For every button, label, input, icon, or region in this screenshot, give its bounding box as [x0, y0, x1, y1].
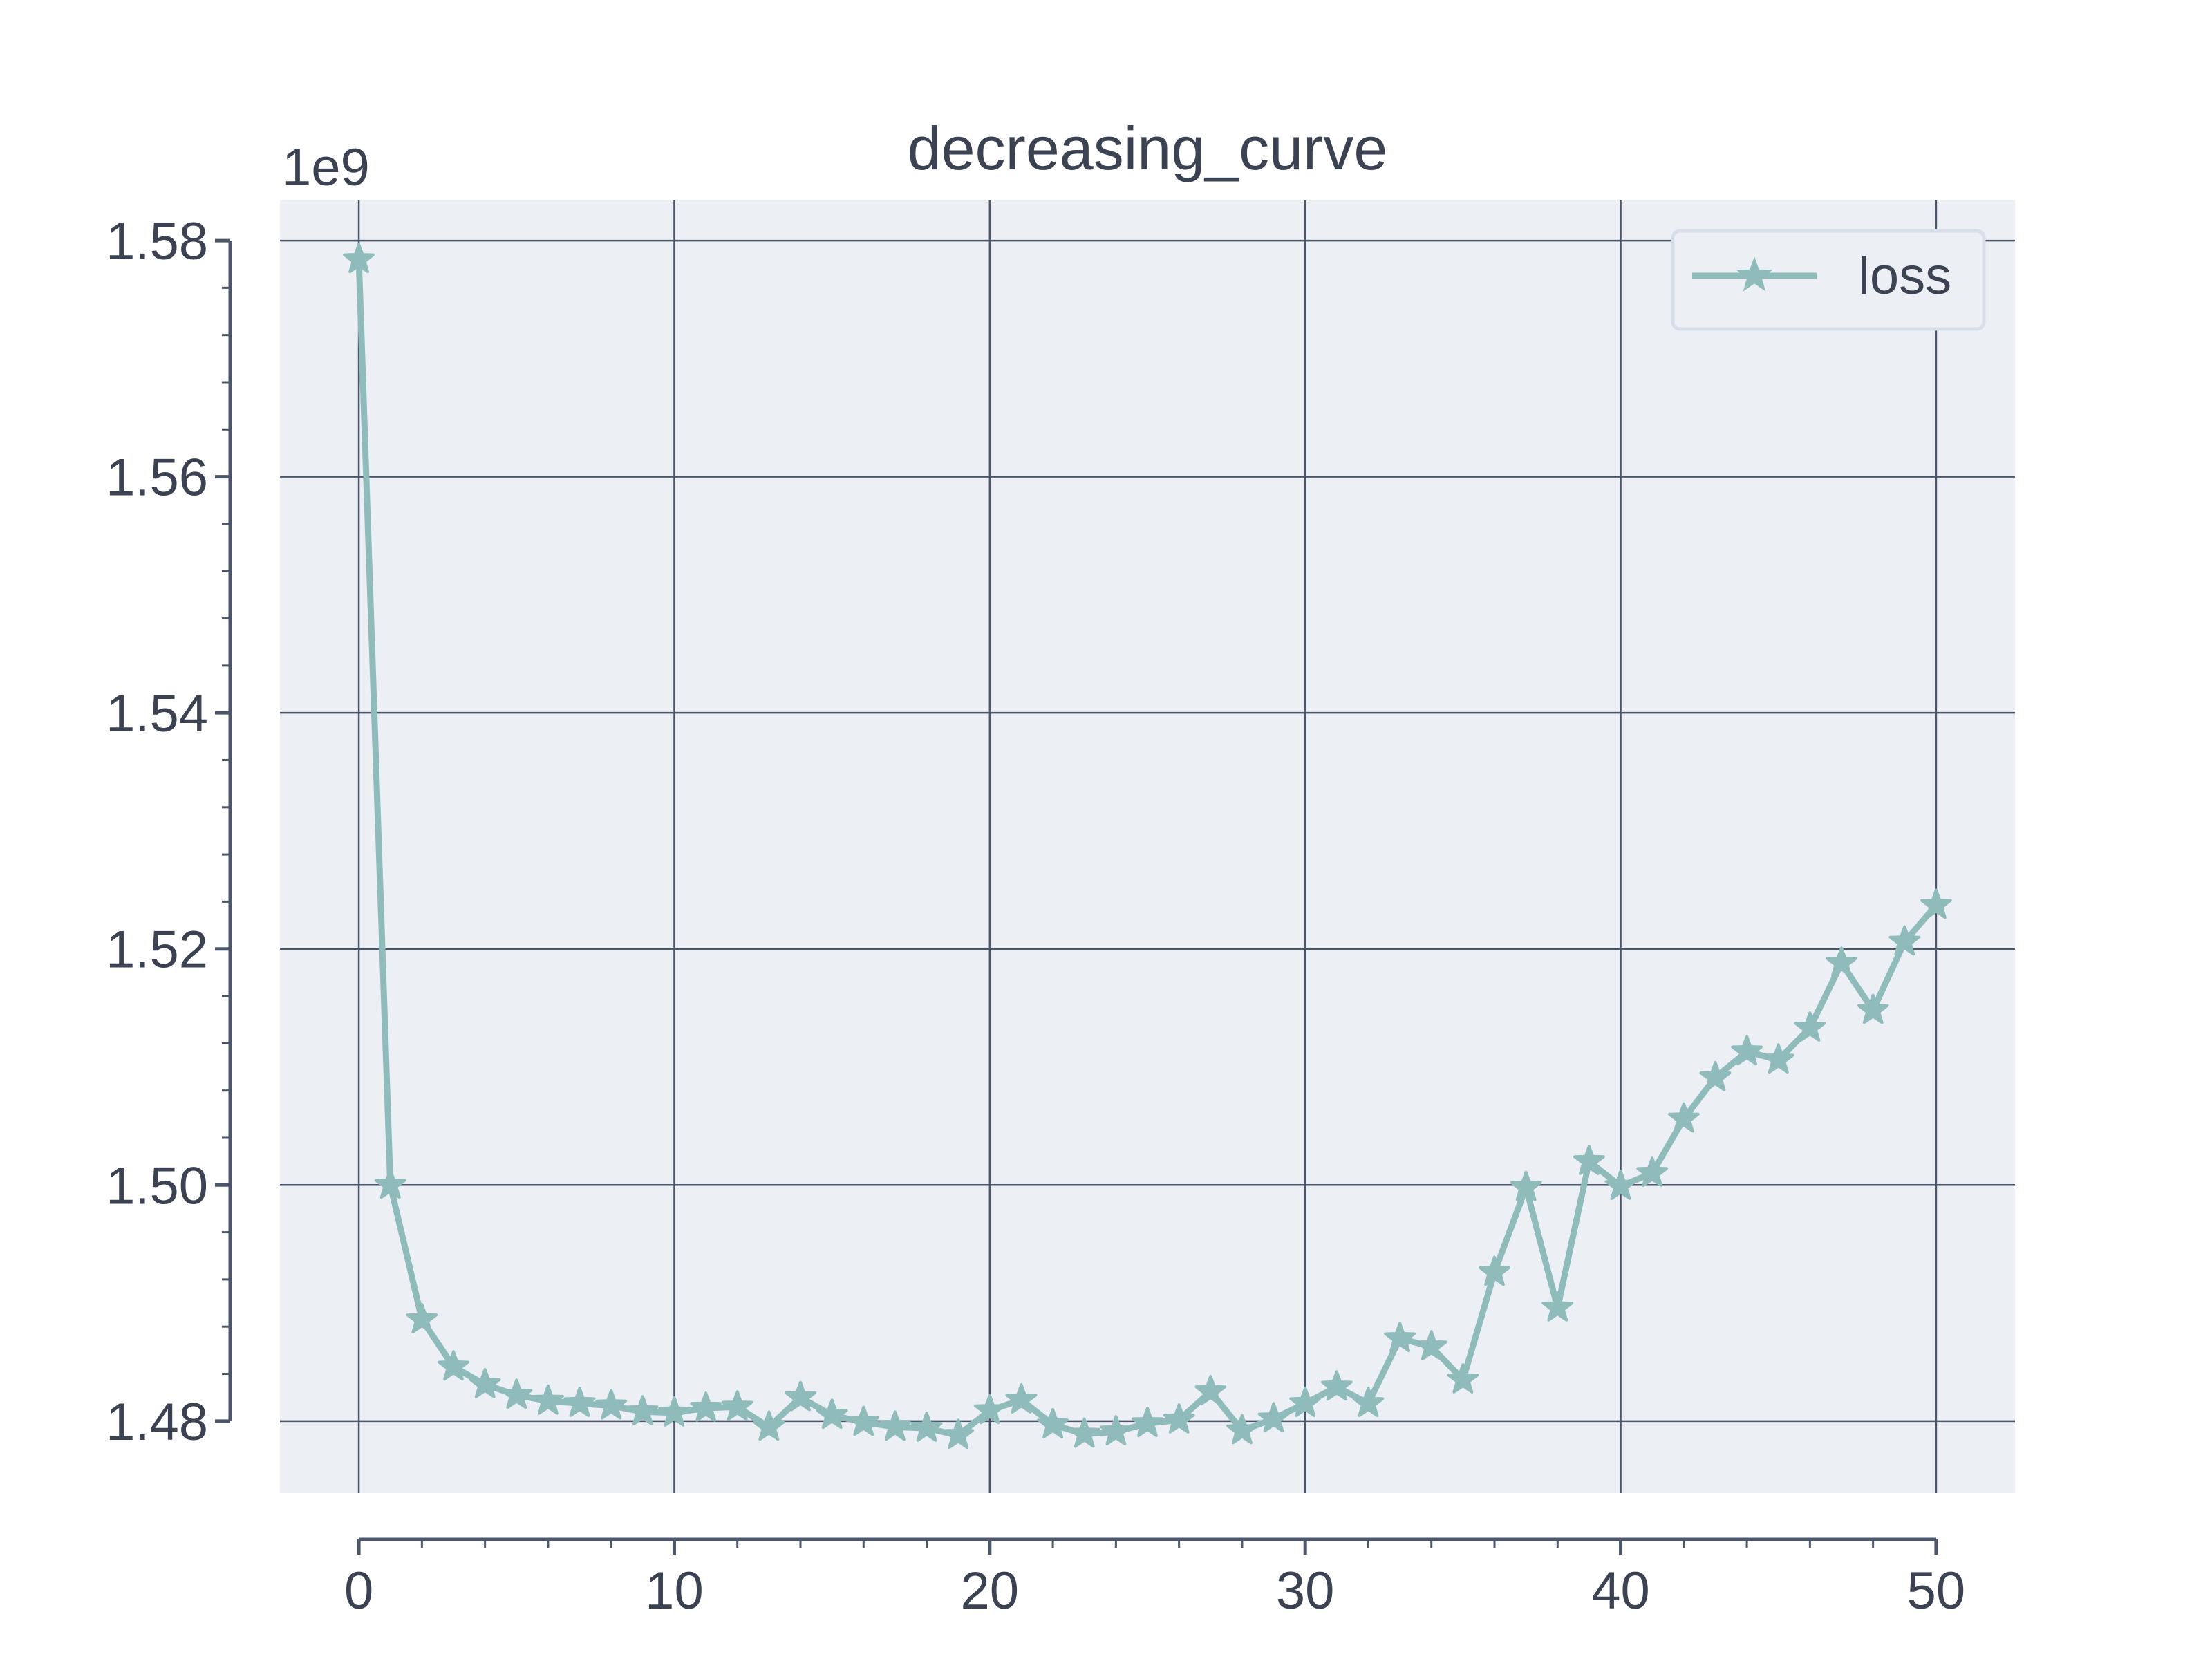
data-point [1447, 1363, 1479, 1394]
y-tick-label: 1.54 [106, 684, 208, 743]
data-point [1857, 993, 1889, 1024]
y-tick-label: 1.50 [106, 1156, 208, 1215]
legend: loss [1671, 229, 1986, 331]
data-point [816, 1398, 848, 1430]
data-point [1226, 1414, 1258, 1445]
grid-lines [280, 200, 2015, 1493]
data-point [500, 1378, 533, 1409]
data-point [1163, 1403, 1195, 1434]
data-point [1794, 1011, 1826, 1042]
data-point [785, 1380, 816, 1412]
data-point [374, 1168, 406, 1199]
y-tick-label: 1.58 [106, 212, 208, 271]
legend-box [1671, 229, 1986, 331]
y-tick-label: 1.48 [106, 1393, 208, 1452]
data-point [753, 1410, 785, 1441]
data-point [1132, 1407, 1163, 1437]
legend-label-loss: loss [1858, 247, 1951, 306]
data-point [1888, 925, 1921, 956]
data-point [690, 1391, 722, 1422]
data-point [438, 1350, 469, 1381]
data-point [595, 1389, 628, 1420]
data-point [532, 1384, 564, 1415]
data-point [1479, 1255, 1510, 1286]
data-point [1699, 1060, 1732, 1091]
x-tick-label: 40 [1591, 1562, 1650, 1620]
data-point [1667, 1102, 1700, 1133]
data-point [469, 1367, 501, 1398]
data-point [973, 1394, 1006, 1425]
plot-background [280, 200, 2015, 1493]
data-point [1068, 1417, 1100, 1448]
data-point [1604, 1170, 1637, 1200]
y-tick-label: 1.52 [106, 921, 208, 980]
data-point [1573, 1145, 1605, 1175]
data-point [1194, 1375, 1227, 1405]
data-point [1257, 1402, 1290, 1433]
data-point [406, 1303, 438, 1333]
data-point [1510, 1170, 1542, 1201]
data-point [1384, 1322, 1416, 1353]
data-point [658, 1396, 691, 1427]
data-point [847, 1405, 880, 1436]
data-point [1352, 1387, 1385, 1417]
data-point [1289, 1387, 1322, 1417]
data-point [1920, 888, 1952, 919]
data-point [942, 1418, 975, 1450]
legend-marker-star [1736, 256, 1773, 292]
data-point [1037, 1407, 1069, 1438]
chart-title: decreasing_curve [908, 114, 1388, 182]
data-point [1320, 1370, 1353, 1401]
x-tick-label: 20 [961, 1562, 1020, 1620]
data-point [563, 1387, 596, 1417]
data-point [626, 1395, 659, 1425]
x-tick-label: 30 [1276, 1562, 1335, 1620]
data-point [1731, 1035, 1763, 1066]
data-point [1541, 1291, 1574, 1322]
data-point [1415, 1330, 1447, 1360]
data-point [1636, 1156, 1669, 1187]
y-axis-offset-label: 1e9 [282, 138, 370, 197]
data-point [343, 243, 375, 274]
x-axis: 0 10 20 30 40 50 [344, 1537, 1966, 1620]
data-point [879, 1410, 911, 1441]
x-tick-label: 50 [1907, 1562, 1966, 1620]
x-tick-label: 0 [344, 1562, 373, 1620]
series-layer [343, 243, 1952, 1450]
data-point [1826, 946, 1857, 977]
data-point [1005, 1383, 1038, 1414]
data-point [1100, 1415, 1132, 1445]
y-axis: 1.48 1.50 1.52 1.54 1.56 1.58 [106, 212, 232, 1452]
data-point [721, 1390, 753, 1421]
y-tick-label: 1.56 [106, 449, 208, 507]
data-point [910, 1412, 943, 1442]
x-tick-label: 10 [645, 1562, 704, 1620]
data-point [1762, 1043, 1794, 1074]
